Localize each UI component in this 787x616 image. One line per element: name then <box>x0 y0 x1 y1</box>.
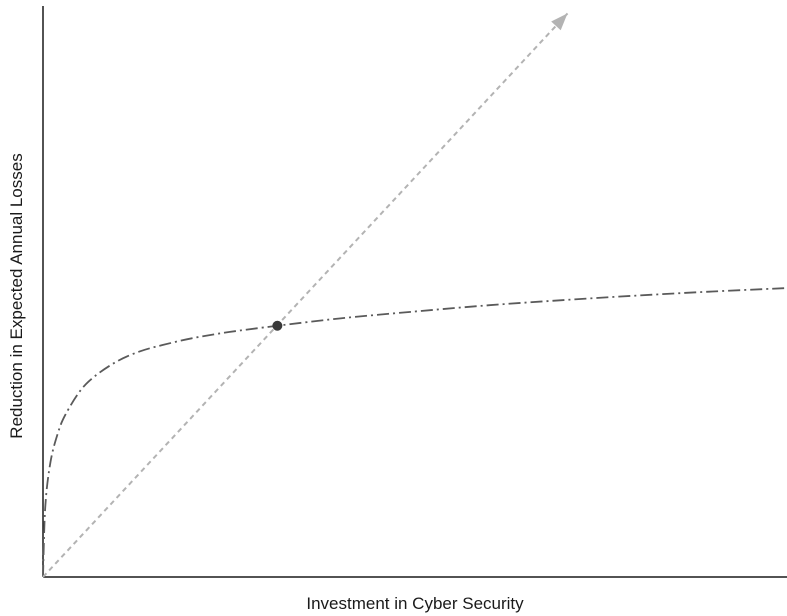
intersection-point <box>272 320 283 331</box>
series-line-curve <box>42 287 787 578</box>
y-axis-title: Reduction in Expected Annual Losses <box>7 153 26 438</box>
arrow-head-icon <box>551 13 568 31</box>
series-line-straight <box>42 12 569 578</box>
x-axis-title: Investment in Cyber Security <box>306 594 524 613</box>
series-layer <box>42 12 787 578</box>
